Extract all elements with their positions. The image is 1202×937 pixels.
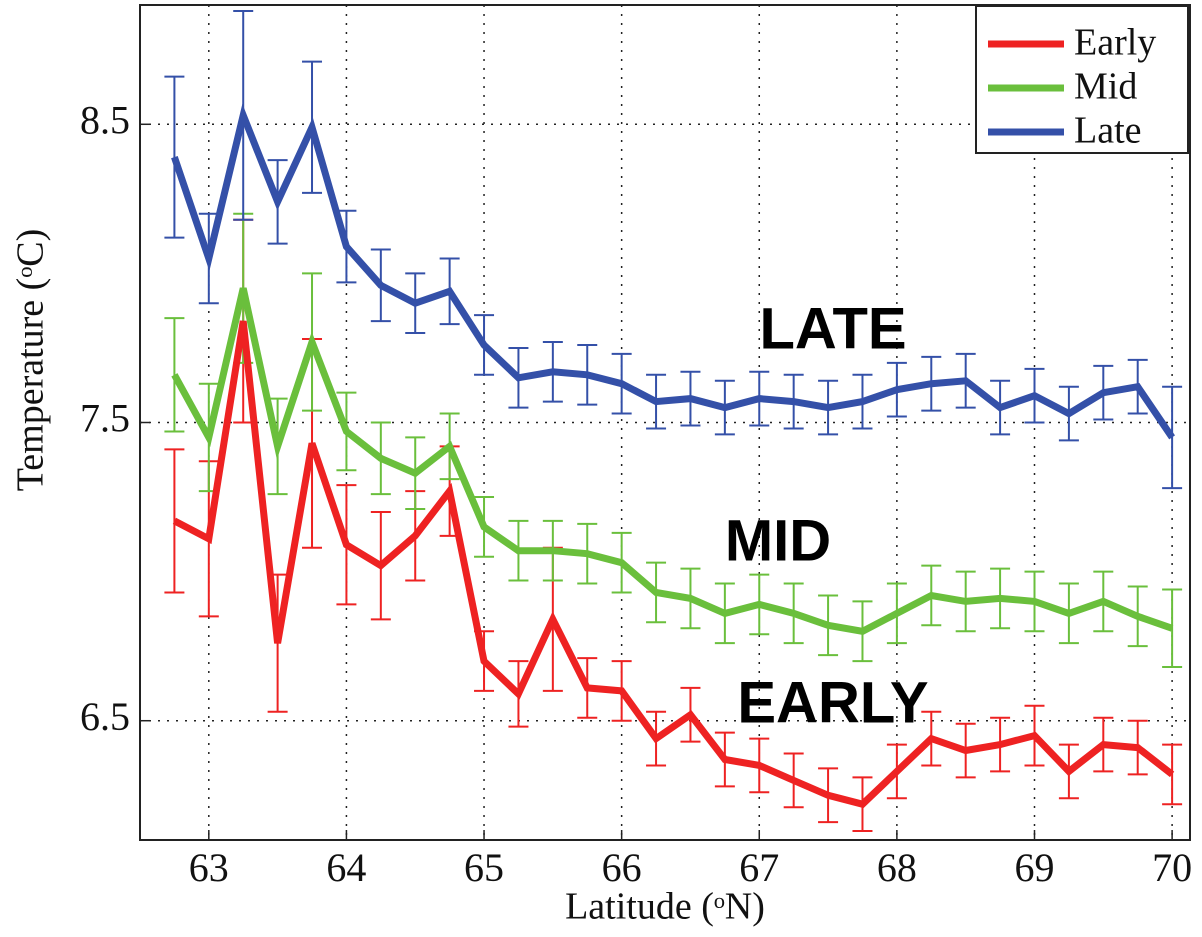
series-line <box>171 287 1174 635</box>
y-tick-label: 7.5 <box>80 396 130 441</box>
annotation: LATE <box>759 296 906 361</box>
x-tick-label: 67 <box>739 845 779 890</box>
legend-label: Early <box>1074 22 1156 64</box>
y-tick-label: 8.5 <box>80 97 130 142</box>
error-bar <box>1162 743 1183 806</box>
x-axis-label: Latitude (ᵒN) <box>565 886 765 928</box>
error-bar <box>164 75 185 239</box>
x-tick-label: 66 <box>602 845 642 890</box>
series-line <box>172 320 1175 809</box>
x-tick-label: 69 <box>1014 845 1054 890</box>
annotation: EARLY <box>737 670 928 735</box>
error-bar <box>1162 385 1183 490</box>
x-tick-label: 70 <box>1152 845 1192 890</box>
plot-frame <box>139 4 1191 841</box>
x-tick-label: 64 <box>326 845 366 890</box>
y-tick-label: 6.5 <box>80 694 130 739</box>
annotation: MID <box>725 508 831 573</box>
legend-label: Mid <box>1074 66 1137 108</box>
legend-label: Late <box>1074 110 1142 152</box>
x-tick-label: 63 <box>189 845 229 890</box>
x-tick-label: 68 <box>877 845 917 890</box>
error-bar <box>164 317 185 433</box>
series-line <box>171 103 1175 440</box>
x-tick-label: 65 <box>464 845 504 890</box>
y-axis-label: Temperature (ᵒC) <box>10 229 52 492</box>
